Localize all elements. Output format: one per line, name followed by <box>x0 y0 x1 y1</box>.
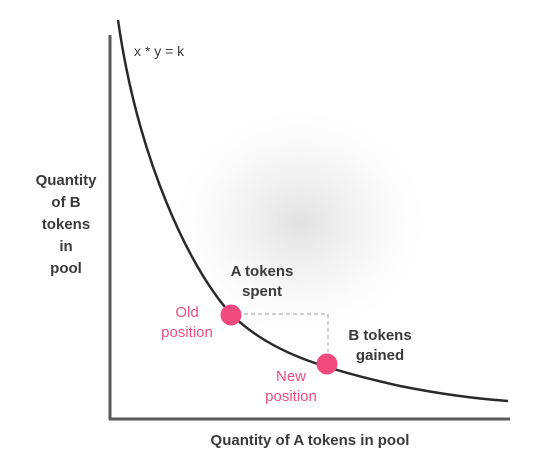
old-position-label: Old position <box>161 304 213 341</box>
equation-label: x * y = k <box>134 43 185 59</box>
new-position-point <box>316 353 338 375</box>
b-tokens-gained-label: B tokens gained <box>348 327 412 364</box>
background-glow <box>165 102 435 342</box>
y-axis-label: Quantity of B tokens in pool <box>35 172 97 277</box>
a-tokens-spent-label: A tokens spent <box>230 263 294 300</box>
trade-dashed-guide <box>244 313 329 352</box>
new-position-label: New position <box>265 368 317 405</box>
x-axis-label: Quantity of A tokens in pool <box>210 432 410 449</box>
constant-product-curve <box>116 19 509 403</box>
old-position-point <box>220 304 242 326</box>
